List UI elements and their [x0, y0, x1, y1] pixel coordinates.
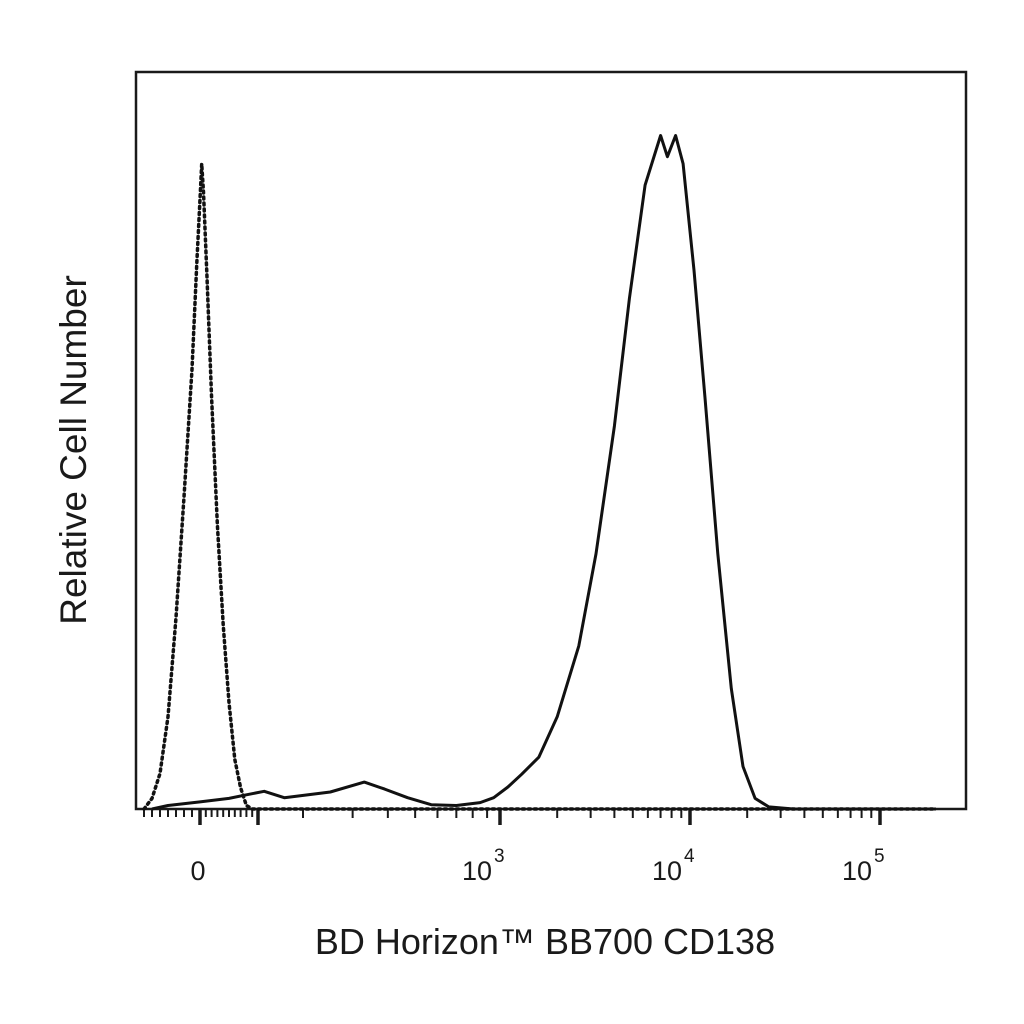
stained-histogram: [151, 134, 936, 811]
x-tick-label: 10: [842, 856, 872, 886]
x-tick-label: 10: [462, 856, 492, 886]
x-tick-label: 0: [190, 856, 205, 886]
plot-frame: [134, 70, 968, 811]
x-axis-tick-labels: 0 10 3 10 4 10 5: [190, 846, 884, 886]
isotype-control-histogram: [142, 162, 938, 811]
x-tick-exponent: 3: [494, 846, 505, 867]
x-axis-ticks: [143, 809, 882, 825]
x-tick-exponent: 4: [684, 846, 695, 867]
x-tick-exponent: 5: [874, 846, 885, 867]
x-axis-label: BD Horizon™ BB700 CD138: [315, 921, 775, 962]
y-axis-label: Relative Cell Number: [53, 275, 94, 625]
x-tick-label: 10: [652, 856, 682, 886]
series-layer: [142, 134, 938, 811]
